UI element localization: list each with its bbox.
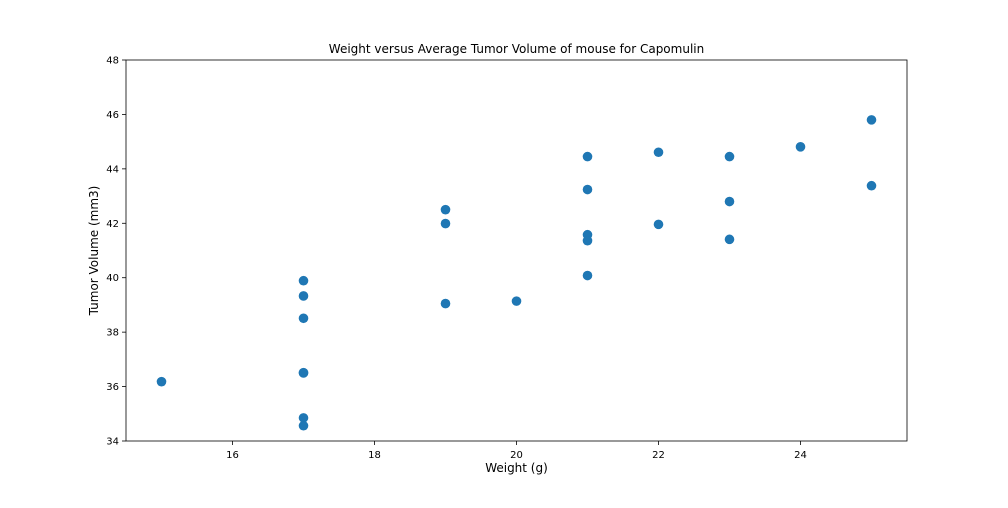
data-point [653, 219, 664, 230]
data-point [440, 298, 451, 309]
data-point [582, 270, 593, 281]
y-tick-label: 34 [106, 437, 119, 448]
data-point [724, 196, 735, 207]
y-axis: 34 36 38 40 42 44 46 48 [106, 56, 126, 448]
data-point [724, 151, 735, 162]
chart-title: Weight versus Average Tumor Volume of mo… [329, 42, 704, 56]
data-point [866, 115, 877, 125]
data-point [582, 235, 593, 246]
data-points [156, 115, 877, 431]
data-point [440, 218, 451, 229]
data-point [298, 313, 309, 324]
data-point [724, 234, 735, 245]
data-point [298, 420, 309, 431]
y-tick-label: 46 [106, 110, 119, 121]
data-point [298, 413, 309, 423]
data-point [298, 291, 309, 301]
x-tick-label: 18 [368, 450, 381, 461]
y-tick-label: 40 [106, 273, 119, 284]
data-point [653, 147, 664, 158]
data-point [298, 275, 309, 286]
x-axis: 16 18 20 22 24 [226, 441, 807, 461]
x-axis-label: Weight (g) [485, 461, 548, 475]
data-point [795, 142, 806, 152]
y-tick-label: 42 [106, 219, 119, 230]
data-point [582, 151, 593, 162]
data-point [582, 184, 593, 195]
x-tick-label: 24 [794, 450, 807, 461]
data-point [511, 296, 522, 306]
x-tick-label: 20 [510, 450, 523, 461]
y-tick-label: 38 [106, 328, 119, 339]
data-point [440, 204, 451, 215]
plot-frame [125, 59, 908, 442]
data-point [298, 368, 309, 378]
x-tick-label: 22 [652, 450, 665, 461]
y-tick-label: 36 [106, 382, 119, 393]
x-tick-label: 16 [226, 450, 239, 461]
y-axis-label: Tumor Volume (mm3) [87, 186, 101, 317]
y-tick-label: 48 [106, 56, 119, 67]
data-point [866, 180, 877, 191]
plot-area [125, 59, 908, 442]
data-point [156, 376, 167, 387]
y-tick-label: 44 [106, 164, 119, 175]
